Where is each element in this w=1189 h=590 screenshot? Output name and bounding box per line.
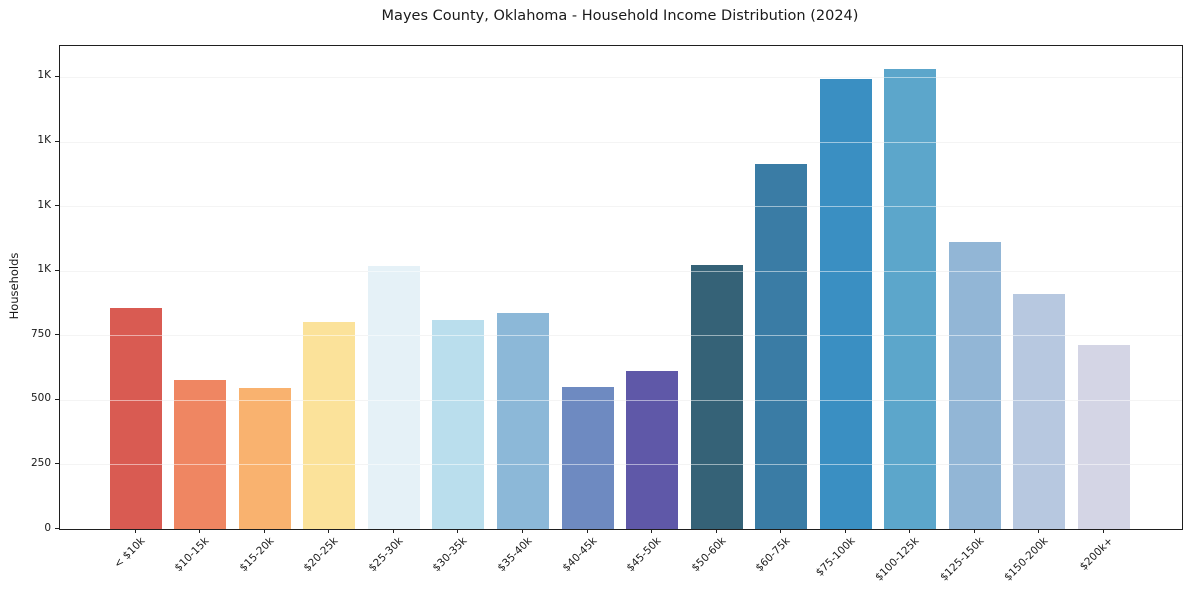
gridline-overlay bbox=[60, 464, 1182, 466]
y-tick-label: 1K bbox=[37, 134, 51, 147]
y-tick-label: 250 bbox=[30, 456, 51, 469]
x-tick-label: $30-35k bbox=[430, 535, 470, 575]
bar-$15-20k bbox=[238, 388, 291, 529]
y-tick bbox=[55, 528, 59, 529]
x-tick bbox=[522, 529, 523, 533]
y-tick bbox=[55, 334, 59, 336]
x-tick-label: $60-75k bbox=[753, 535, 793, 575]
bar-< $10k bbox=[109, 308, 162, 529]
x-tick bbox=[263, 529, 265, 533]
x-tick-label: $150-200k bbox=[1002, 535, 1051, 584]
bar-$30-35k bbox=[432, 319, 485, 529]
bar-$20-25k bbox=[303, 321, 356, 529]
y-tick bbox=[55, 205, 59, 207]
chart-title: Mayes County, Oklahoma - Household Incom… bbox=[381, 8, 859, 24]
x-tick bbox=[586, 529, 588, 533]
x-tick-label: $15-20k bbox=[237, 535, 277, 575]
bar-$25-30k bbox=[367, 266, 420, 529]
x-tick bbox=[715, 529, 717, 533]
gridline-overlay bbox=[60, 206, 1182, 208]
x-tick-label: $200k+ bbox=[1077, 535, 1116, 573]
bar-$35-40k bbox=[497, 312, 549, 529]
x-tick bbox=[651, 529, 653, 533]
x-tick bbox=[1038, 529, 1040, 533]
y-tick bbox=[55, 398, 59, 400]
x-tick bbox=[392, 529, 394, 533]
y-tick-label: 1K bbox=[37, 263, 51, 276]
bar-$10-15k bbox=[174, 379, 227, 529]
y-tick-label: 750 bbox=[30, 327, 51, 340]
x-tick bbox=[844, 529, 846, 533]
y-tick-label: 0 bbox=[44, 521, 51, 534]
y-tick bbox=[55, 269, 59, 271]
x-tick-label: < $10k bbox=[111, 535, 148, 571]
bar-$100-125k bbox=[884, 69, 937, 529]
gridline-overlay bbox=[60, 270, 1182, 272]
bar-$45-50k bbox=[626, 371, 679, 529]
gridline-overlay bbox=[60, 76, 1182, 78]
x-tick-label: $50-60k bbox=[689, 535, 729, 575]
x-tick bbox=[909, 529, 911, 533]
x-tick-label: $45-50k bbox=[624, 535, 664, 575]
y-tick-label: 1K bbox=[37, 69, 51, 82]
x-tick bbox=[973, 529, 975, 533]
bar-$50-60k bbox=[690, 265, 743, 529]
bar-$125-150k bbox=[948, 241, 1001, 529]
bar-$150-200k bbox=[1013, 294, 1066, 529]
y-tick-label: 1K bbox=[37, 198, 51, 211]
x-tick-label: $10-15k bbox=[172, 535, 212, 575]
gridline-overlay bbox=[60, 141, 1182, 143]
y-tick bbox=[55, 75, 59, 77]
y-tick bbox=[55, 463, 59, 465]
gridline-overlay bbox=[60, 399, 1182, 401]
x-tick-label: $35-40k bbox=[495, 535, 535, 575]
y-tick-label: 500 bbox=[30, 392, 51, 405]
gridline-overlay bbox=[60, 335, 1182, 337]
x-tick bbox=[780, 529, 782, 533]
x-tick bbox=[199, 529, 201, 533]
x-tick-label: $20-25k bbox=[301, 535, 341, 575]
x-tick-label: $100-125k bbox=[873, 535, 922, 584]
x-tick bbox=[328, 529, 330, 533]
x-tick-label: $25-30k bbox=[366, 535, 406, 575]
plot-area bbox=[59, 45, 1183, 530]
x-tick bbox=[457, 529, 459, 533]
x-tick bbox=[1102, 529, 1104, 533]
bar-$200k+ bbox=[1077, 344, 1130, 529]
bar-$60-75k bbox=[755, 163, 808, 529]
x-tick bbox=[134, 529, 136, 533]
x-tick-label: $75-100k bbox=[813, 535, 858, 579]
bar-$40-45k bbox=[561, 386, 614, 529]
x-tick-label: $40-45k bbox=[559, 535, 600, 575]
y-tick bbox=[55, 140, 59, 142]
bar-$75-100k bbox=[819, 78, 872, 529]
x-tick-label: $125-150k bbox=[937, 535, 987, 584]
